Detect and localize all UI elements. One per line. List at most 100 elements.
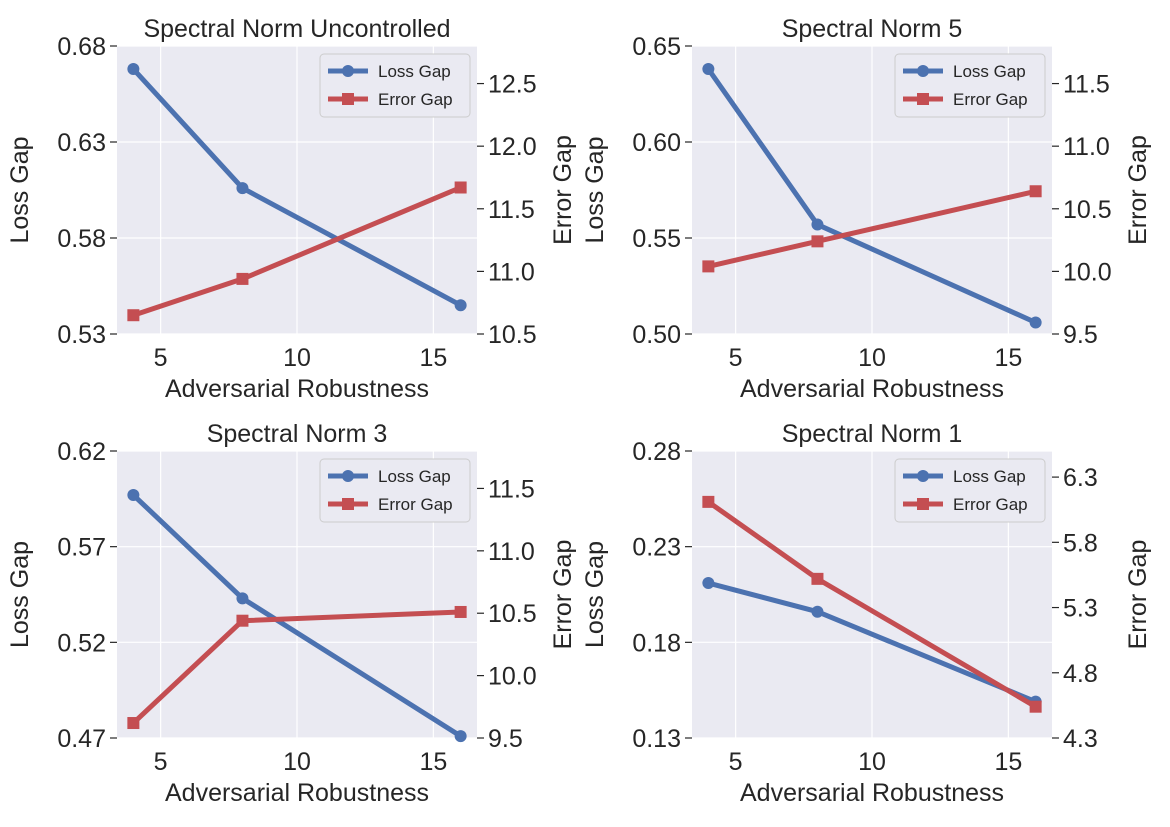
y2-tick-label: 12.5 (488, 71, 537, 99)
legend-loss-gap-marker (917, 470, 929, 482)
chart-panel-2: 5 10 15 0.50 0.55 0.60 0.65 9.5 10.0 10.5 11.0 11.5… (581, 15, 1152, 403)
y-axis-label: Loss Gap (581, 541, 609, 648)
x-tick-label: 15 (419, 748, 447, 776)
chart-panel-3: 5 10 15 0.47 0.52 0.57 0.62 9.5 10.0 10.5 11.0 11.5… (6, 420, 577, 807)
y-axis-label: Loss Gap (6, 541, 34, 648)
y2-tick-label: 11.5 (488, 196, 535, 224)
y-tick-label: 0.65 (632, 33, 681, 61)
y-tick-label: 0.63 (57, 129, 106, 157)
y2-axis-label: Error Gap (549, 135, 577, 245)
y-tick-label: 0.23 (632, 534, 681, 562)
y-axis-label: Loss Gap (581, 136, 609, 243)
y2-tick-label: 6.3 (1063, 464, 1098, 492)
y2-axis-label: Error Gap (549, 540, 577, 650)
chart-title: Spectral Norm 5 (782, 15, 963, 43)
chart-title: Spectral Norm Uncontrolled (143, 15, 450, 43)
legend: Loss Gap Error Gap (319, 53, 471, 118)
loss-gap-point (127, 63, 140, 76)
chart-panel-4: 5 10 15 0.13 0.18 0.23 0.28 4.3 4.8 5.3 5.8 6.3 Spec… (581, 420, 1152, 807)
y2-axis-label: Error Gap (1124, 135, 1152, 245)
loss-gap-point (702, 63, 715, 76)
y-tick-label: 0.47 (57, 725, 106, 753)
legend: Loss Gap Error Gap (894, 458, 1046, 523)
x-tick-label: 15 (419, 344, 447, 372)
y-tick-label: 0.28 (632, 438, 681, 466)
y-tick-label: 0.50 (632, 321, 681, 349)
x-tick-label: 15 (994, 344, 1022, 372)
y2-tick-label: 9.5 (1063, 321, 1098, 349)
loss-gap-point (702, 577, 715, 590)
loss-gap-point (454, 299, 467, 312)
loss-gap-point (236, 592, 249, 605)
y-tick-label: 0.55 (632, 225, 681, 253)
loss-gap-point (811, 605, 824, 618)
legend-error-gap-marker (917, 93, 929, 105)
y2-tick-label: 11.0 (1063, 133, 1110, 161)
legend-error-gap-label: Error Gap (378, 90, 453, 109)
legend-loss-gap-label: Loss Gap (953, 467, 1026, 486)
error-gap-point (127, 309, 140, 322)
y2-tick-label: 5.3 (1063, 595, 1098, 623)
error-gap-point (454, 605, 467, 618)
error-gap-point (236, 272, 249, 285)
error-gap-point (1029, 185, 1042, 198)
y2-tick-label: 11.5 (1063, 71, 1110, 99)
chart-title: Spectral Norm 1 (782, 420, 963, 448)
error-gap-point (127, 717, 140, 730)
y2-tick-label: 10.0 (488, 663, 537, 691)
y-tick-label: 0.60 (632, 129, 681, 157)
legend-loss-gap-label: Loss Gap (378, 467, 451, 486)
x-tick-label: 15 (994, 748, 1022, 776)
x-axis-label: Adversarial Robustness (740, 375, 1004, 403)
x-tick-label: 5 (154, 344, 168, 372)
legend-loss-gap-marker (342, 65, 354, 77)
y2-tick-label: 9.5 (488, 725, 523, 753)
y2-tick-label: 10.5 (1063, 196, 1112, 224)
x-tick-label: 5 (729, 344, 743, 372)
y-tick-label: 0.18 (632, 629, 681, 657)
legend-error-gap-label: Error Gap (378, 495, 453, 514)
y2-tick-label: 11.0 (488, 538, 535, 566)
y2-axis-label: Error Gap (1124, 540, 1152, 650)
y2-tick-label: 4.8 (1063, 660, 1098, 688)
loss-gap-point (236, 182, 249, 195)
y2-tick-label: 11.0 (488, 258, 535, 286)
legend-error-gap-label: Error Gap (953, 90, 1028, 109)
error-gap-point (702, 260, 715, 273)
legend: Loss Gap Error Gap (319, 458, 471, 523)
error-gap-point (236, 614, 249, 627)
x-tick-label: 10 (858, 344, 886, 372)
loss-gap-point (127, 489, 140, 502)
x-axis-label: Adversarial Robustness (165, 375, 429, 403)
error-gap-point (811, 235, 824, 248)
y2-tick-label: 4.3 (1063, 725, 1098, 753)
x-tick-label: 5 (154, 748, 168, 776)
y-tick-label: 0.52 (57, 629, 106, 657)
y2-tick-label: 12.0 (488, 133, 537, 161)
y2-tick-label: 11.5 (488, 475, 535, 503)
y-tick-label: 0.13 (632, 725, 681, 753)
y2-tick-label: 5.8 (1063, 529, 1098, 557)
legend-loss-gap-label: Loss Gap (378, 62, 451, 81)
chart-title: Spectral Norm 3 (207, 420, 388, 448)
x-axis-label: Adversarial Robustness (165, 779, 429, 807)
loss-gap-point (811, 218, 824, 231)
y-tick-label: 0.57 (57, 534, 106, 562)
y-tick-label: 0.62 (57, 438, 106, 466)
x-axis-label: Adversarial Robustness (740, 779, 1004, 807)
legend-error-gap-label: Error Gap (953, 495, 1028, 514)
legend-error-gap-marker (342, 498, 354, 510)
error-gap-point (1029, 700, 1042, 713)
loss-gap-point (1029, 316, 1042, 329)
y2-tick-label: 10.5 (488, 321, 537, 349)
y-tick-label: 0.58 (57, 225, 106, 253)
y-axis-label: Loss Gap (6, 136, 34, 243)
y2-tick-label: 10.5 (488, 600, 537, 628)
error-gap-point (811, 572, 824, 585)
legend-error-gap-marker (917, 498, 929, 510)
loss-gap-point (454, 730, 467, 743)
error-gap-point (454, 181, 467, 194)
legend-loss-gap-marker (342, 470, 354, 482)
x-tick-label: 10 (283, 748, 311, 776)
